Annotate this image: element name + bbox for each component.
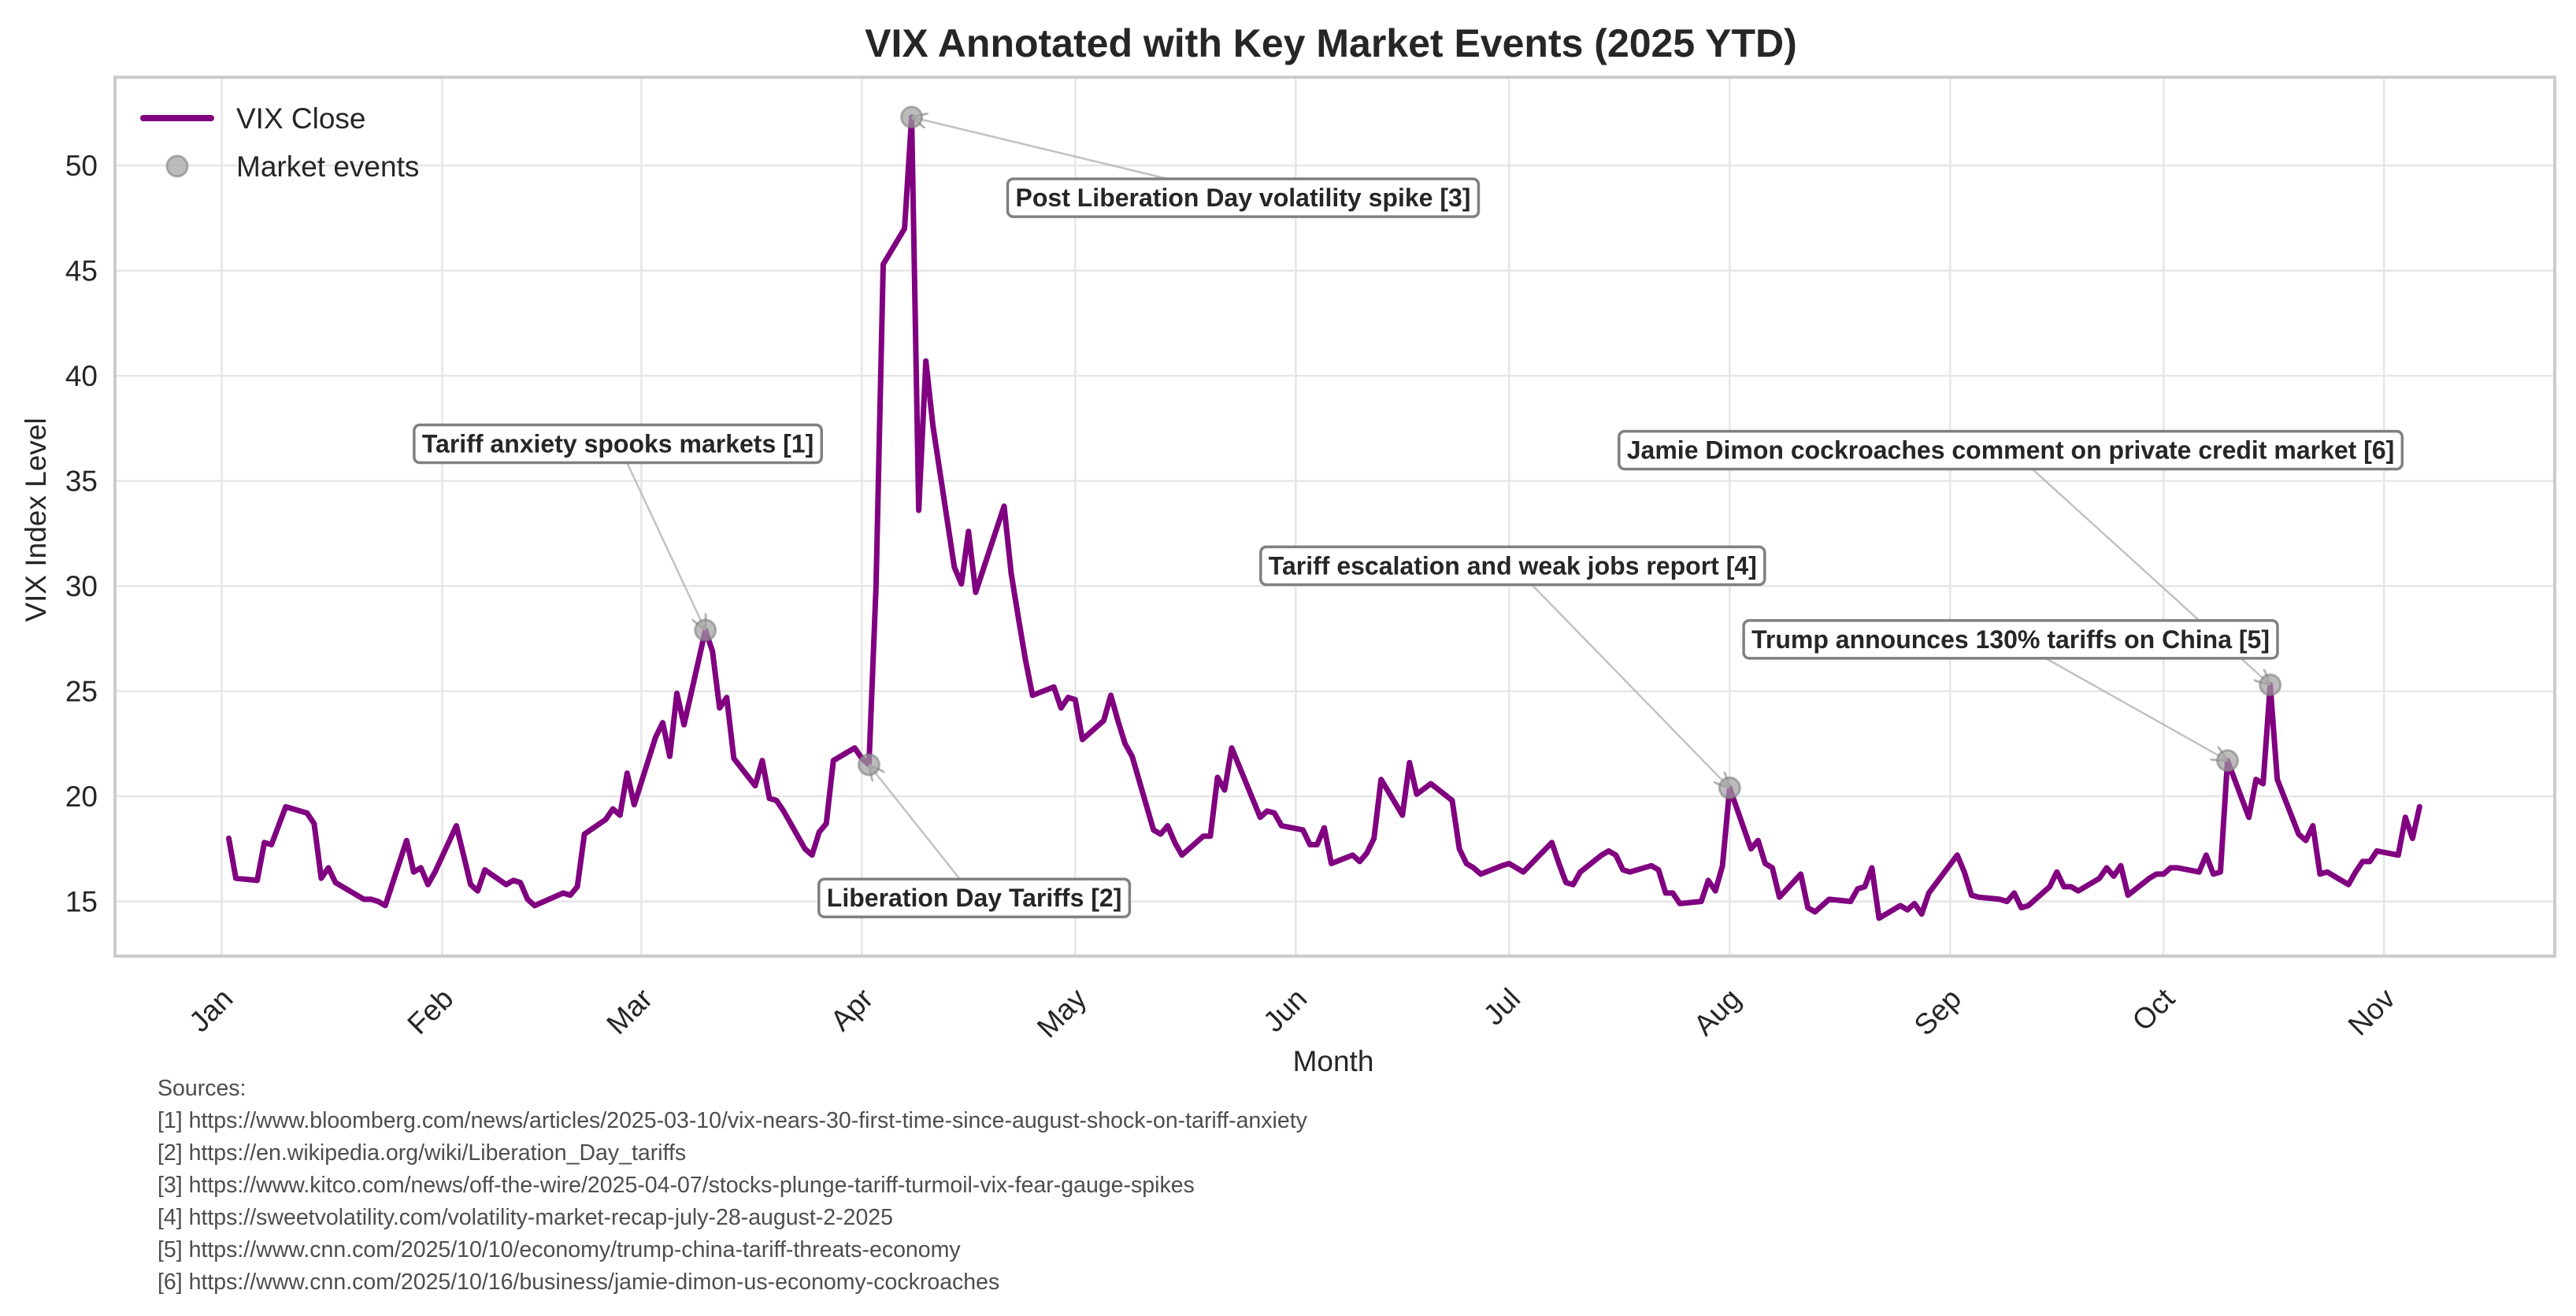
x-tick-label: Mar: [600, 982, 658, 1040]
annotation-box: [1259, 545, 1766, 587]
annotation-label: Jamie Dimon cockroaches comment on priva…: [1618, 429, 2404, 471]
annotation-label: Tariff escalation and weak jobs report […: [1259, 545, 1766, 587]
annotation-label: Trump announces 130% tariffs on China [5…: [1742, 619, 2279, 660]
y-tick-label: 20: [65, 780, 98, 813]
x-tick-label: Nov: [2342, 982, 2402, 1042]
event-markers: [694, 106, 2282, 799]
source-item: [5] https://www.cnn.com/2025/10/10/econo…: [158, 1237, 961, 1262]
y-tick-label: 25: [65, 676, 98, 708]
annotation-label: Post Liberation Day volatility spike [3]: [1006, 177, 1481, 218]
annotation-labels: Tariff anxiety spooks markets [1] Liberat…: [413, 177, 2404, 918]
event-marker: [900, 106, 924, 129]
annotation-text: Trump announces 130% tariffs on China [5…: [1751, 625, 2270, 654]
x-tick-label: Sep: [1908, 982, 1968, 1042]
annotation-text: Tariff escalation and weak jobs report […: [1269, 551, 1757, 580]
annotation-arrow: [617, 443, 706, 631]
event-marker: [1718, 776, 1741, 799]
axes-frame: [113, 76, 2556, 958]
x-tick-label: Jun: [1257, 982, 1313, 1038]
source-item: [3] https://www.kitco.com/news/off-the-w…: [158, 1173, 1195, 1198]
y-axis-ticks: 15 20 25 30 35 40 45 50: [65, 150, 98, 917]
gridlines: [115, 77, 2555, 956]
legend: VIX Close Market events: [140, 102, 419, 183]
event-marker: [694, 618, 717, 642]
x-tick-label: Aug: [1688, 982, 1748, 1042]
event-marker: [2216, 749, 2240, 773]
source-item: [6] https://www.cnn.com/2025/10/16/busin…: [158, 1270, 1000, 1295]
x-tick-label: May: [1031, 982, 1093, 1044]
x-axis-label: Month: [1293, 1045, 1374, 1077]
x-tick-label: Oct: [2126, 982, 2181, 1037]
axes-border: [113, 76, 2556, 958]
annotation-box: [1618, 429, 2404, 471]
x-tick-label: Apr: [825, 982, 880, 1037]
annotation-text: Jamie Dimon cockroaches comment on priva…: [1627, 436, 2395, 465]
y-tick-label: 30: [65, 570, 98, 602]
annotation-box: [817, 877, 1132, 918]
legend-label-market-events: Market events: [236, 150, 419, 183]
source-item: [1] https://www.bloomberg.com/news/artic…: [158, 1108, 1307, 1133]
annotation-box: [1742, 619, 2279, 660]
annotation-text: Liberation Day Tariffs [2]: [827, 884, 1122, 912]
series-layer: [226, 114, 2422, 921]
y-tick-label: 50: [65, 150, 98, 182]
annotation-text: Tariff anxiety spooks markets [1]: [422, 430, 814, 458]
annotation-label: Liberation Day Tariffs [2]: [817, 877, 1132, 918]
annotation-box: [1006, 177, 1481, 218]
event-marker: [2259, 673, 2282, 697]
x-tick-label: Jul: [1477, 982, 1526, 1031]
source-item: [2] https://en.wikipedia.org/wiki/Libera…: [158, 1140, 687, 1166]
sources-block: Sources: [1] https://www.bloomberg.com/n…: [158, 1073, 1307, 1299]
annotation-arrow: [1511, 564, 1729, 788]
x-tick-label: Feb: [401, 982, 459, 1040]
y-tick-label: 15: [65, 886, 98, 918]
x-axis-ticks: Jan Feb Mar Apr May Jun Jul Aug Sep Oct Nov: [183, 982, 2401, 1044]
y-tick-label: 35: [65, 465, 98, 498]
plot-area: [115, 77, 2555, 956]
annotation-text: Post Liberation Day volatility spike [3]: [1016, 183, 1471, 212]
x-tick-label: Jan: [183, 982, 239, 1038]
legend-marker-swatch: [165, 154, 189, 178]
sources-heading: Sources:: [158, 1076, 246, 1101]
chart-title: VIX Annotated with Key Market Events (20…: [865, 21, 1797, 65]
legend-label-vix-close: VIX Close: [236, 102, 366, 135]
y-tick-label: 40: [65, 360, 98, 392]
y-tick-label: 45: [65, 255, 98, 287]
annotation-box: [413, 423, 823, 465]
annotation-label: Tariff anxiety spooks markets [1]: [413, 423, 823, 465]
vix-close-line: [226, 114, 2422, 921]
source-item: [4] https://sweetvolatility.com/volatili…: [158, 1205, 894, 1230]
event-marker: [857, 753, 880, 777]
annotation-arrow: [869, 765, 976, 899]
y-axis-label: VIX Index Level: [20, 417, 52, 621]
plot-background: [115, 77, 2555, 956]
